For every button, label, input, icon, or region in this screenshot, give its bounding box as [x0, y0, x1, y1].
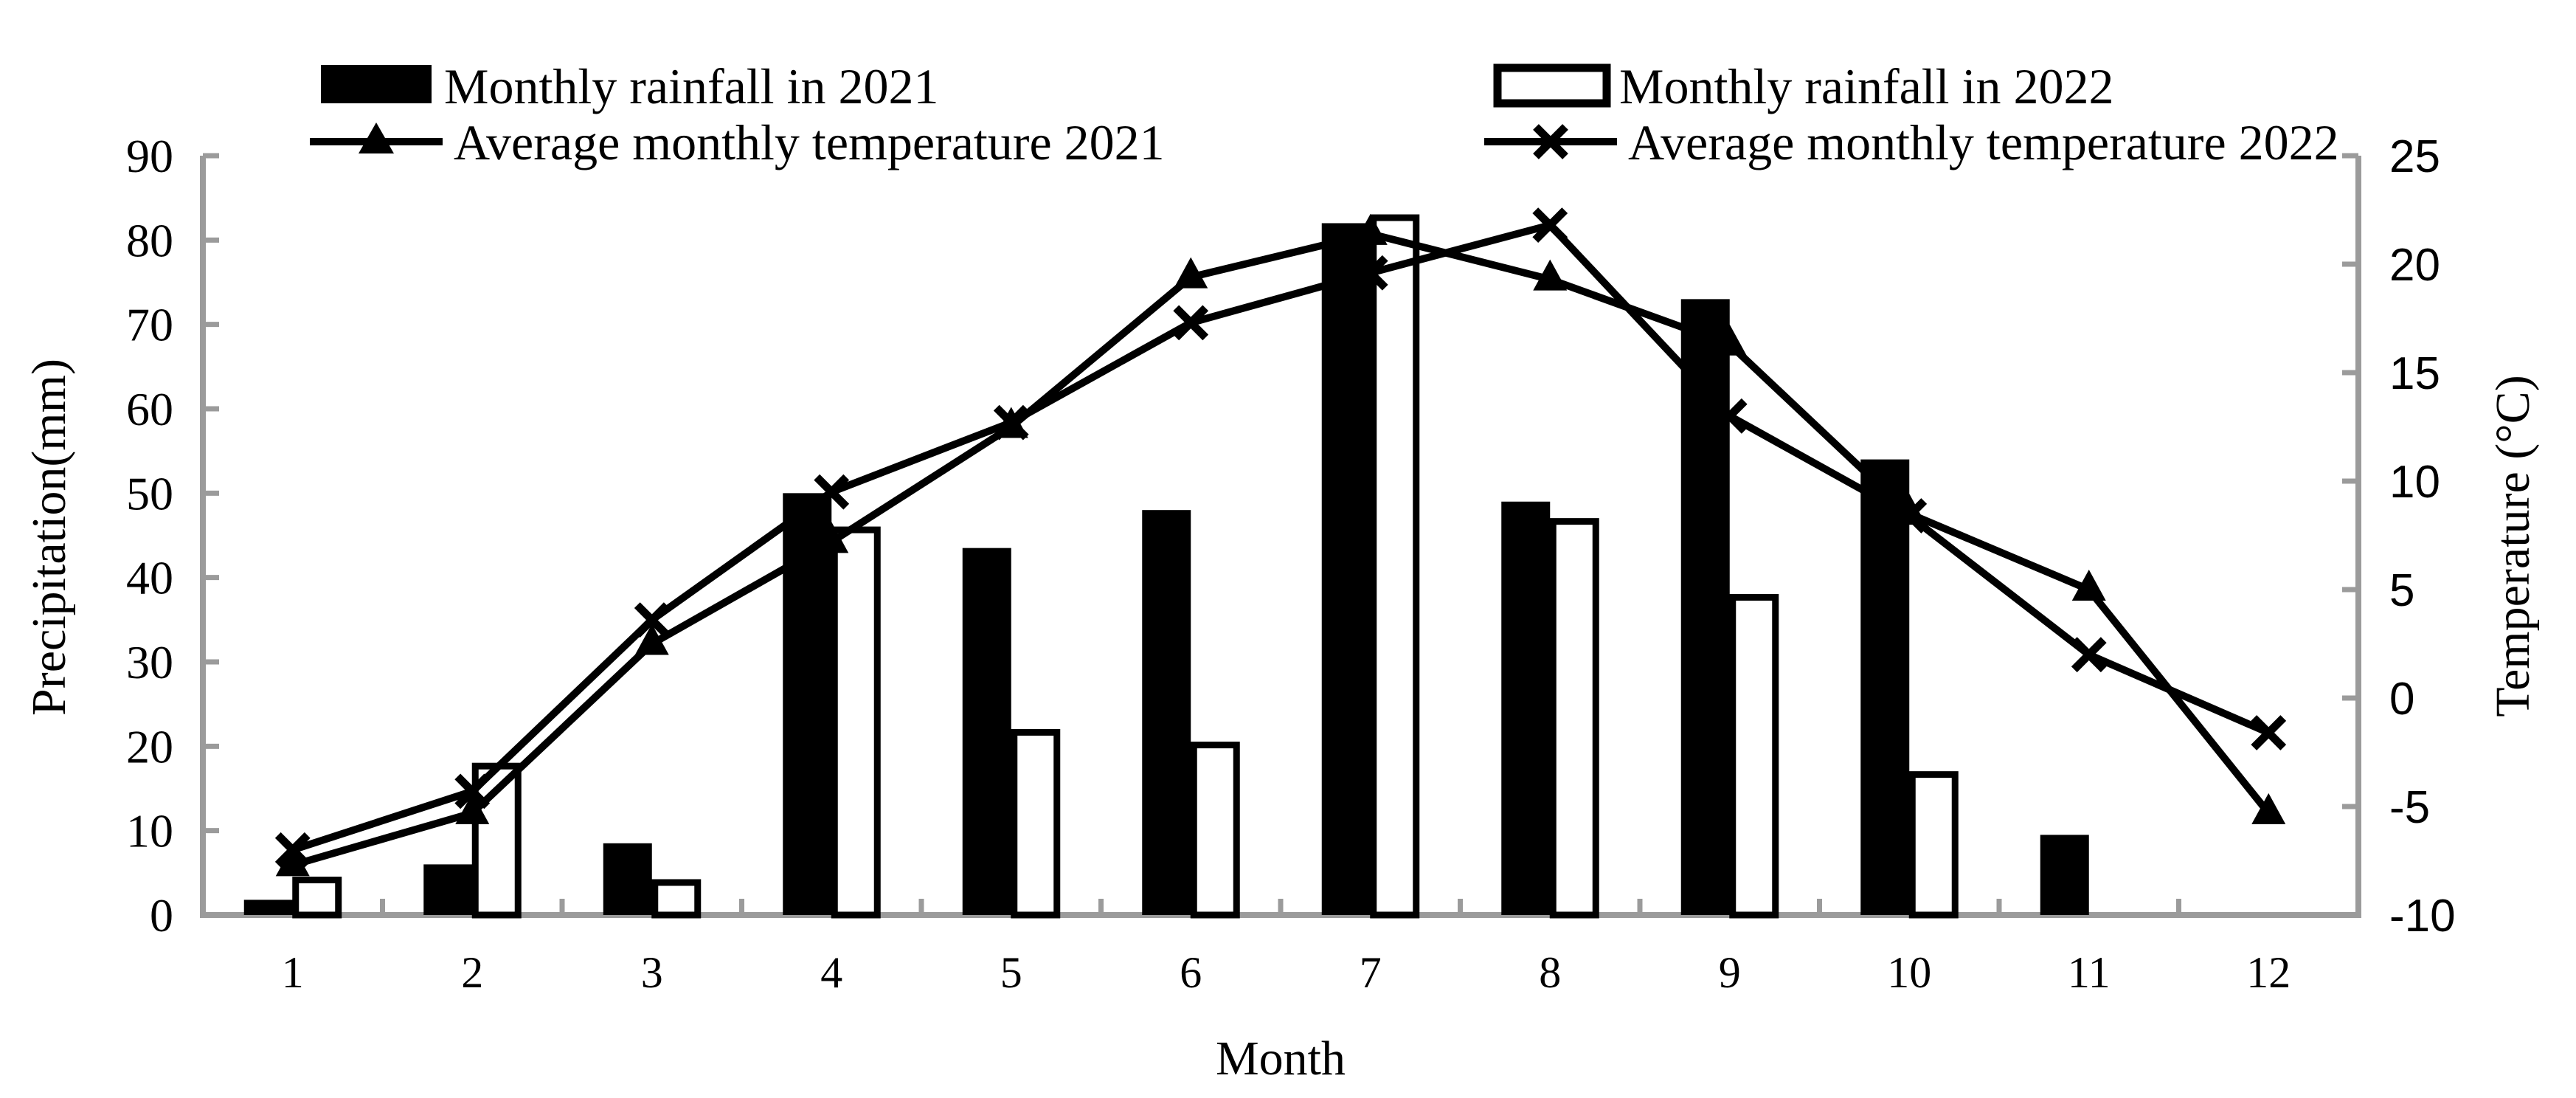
left-tick-label: 20 [126, 720, 173, 773]
bar-rainfall-2022-m4 [831, 526, 881, 919]
triangle-marker-m12 [2251, 793, 2286, 824]
outlined-bar-swatch [1493, 63, 1611, 108]
x-marker-m3 [634, 602, 670, 638]
bar-rainfall-2021-m3 [603, 843, 652, 915]
x-marker-m11 [2071, 637, 2107, 673]
right-tick-label: 25 [2389, 131, 2440, 182]
bar-rainfall-2021-m8 [1501, 501, 1551, 915]
bar-rainfall-2022-m3 [651, 879, 702, 919]
triangle-marker-m2 [455, 793, 490, 824]
right-tick-label: 15 [2389, 348, 2440, 399]
x-marker-m5 [993, 404, 1029, 441]
triangle-marker-m1 [275, 845, 310, 877]
bar-rainfall-2021-m6 [1142, 510, 1191, 915]
month-label: 5 [1000, 948, 1022, 997]
bar-rainfall-2022-m7 [1370, 214, 1420, 919]
bar-rainfall-2022-m6 [1190, 742, 1240, 919]
triangle-marker-m3 [634, 624, 669, 655]
month-label: 2 [461, 948, 483, 997]
temperature-line-2022 [291, 221, 2271, 854]
month-label: 11 [2068, 948, 2111, 997]
left-tick-label: 10 [126, 805, 173, 857]
bar-rainfall-2021-m9 [1680, 299, 1730, 915]
triangle-marker [359, 122, 394, 153]
x-marker-m7 [1352, 255, 1388, 291]
month-label: 4 [820, 948, 842, 997]
triangle-marker-m8 [1533, 259, 1568, 291]
legend-label-rainfall-2021: Monthly rainfall in 2021 [444, 58, 938, 114]
left-tick-label: 90 [126, 130, 173, 182]
month-label: 12 [2246, 948, 2291, 997]
left-tick-label: 70 [126, 299, 173, 351]
month-label: 3 [641, 948, 663, 997]
right-axis-title: Temperature (°C) [2486, 375, 2540, 717]
bar-rainfall-2021-m10 [1860, 459, 1910, 915]
month-label: 6 [1180, 948, 1202, 997]
left-tick-label: 80 [126, 214, 173, 266]
right-tick-label: -10 [2389, 891, 2456, 942]
filled-bar-swatch [321, 65, 432, 103]
right-tick-label: 5 [2389, 565, 2414, 616]
left-tick-label: 30 [126, 636, 173, 688]
triangle-marker-m9 [1712, 324, 1747, 356]
bar-rainfall-2021-m1 [243, 900, 293, 915]
right-tick-label: 0 [2389, 674, 2414, 725]
triangle-marker-m6 [1174, 257, 1208, 289]
month-label: 8 [1539, 948, 1561, 997]
bar-rainfall-2021-m11 [2040, 835, 2089, 915]
bar-rainfall-2021-m2 [423, 864, 473, 915]
month-label: 9 [1719, 948, 1741, 997]
bar-rainfall-2022-m5 [1011, 728, 1061, 919]
right-tick-label: -5 [2389, 782, 2430, 833]
x-marker-m4 [814, 474, 850, 510]
bar-series [243, 214, 2089, 919]
left-tick-label: 0 [150, 889, 173, 942]
x-marker-m12 [2251, 715, 2287, 750]
triangle-marker-m4 [814, 522, 849, 553]
x-marker-m9 [1711, 398, 1748, 434]
x-marker-m8 [1532, 207, 1568, 243]
legend-label-rainfall-2022: Monthly rainfall in 2022 [1619, 58, 2113, 114]
triangle-marker-m10 [1892, 494, 1927, 525]
legend-label-temperature-2022: Average monthly temperature 2022 [1628, 114, 2339, 170]
triangle-marker-m7 [1353, 213, 1388, 245]
bar-rainfall-2022-m10 [1908, 771, 1959, 919]
x-marker-m10 [1891, 498, 1928, 534]
legend-label-temperature-2021: Average monthly temperature 2021 [454, 114, 1165, 170]
axes [200, 153, 2361, 918]
right-tick-label: 20 [2389, 240, 2440, 291]
bar-rainfall-2022-m8 [1549, 518, 1599, 919]
bar-rainfall-2022-m1 [292, 877, 342, 919]
month-label: 10 [1887, 948, 1931, 997]
x-marker-m2 [454, 773, 491, 809]
month-label: 1 [282, 948, 304, 997]
x-marker-m1 [274, 832, 311, 868]
left-tick-label: 40 [126, 552, 173, 604]
bar-rainfall-2021-m5 [962, 548, 1011, 915]
left-tick-label: 50 [126, 467, 173, 519]
left-tick-label: 60 [126, 383, 173, 435]
chart-legend: Monthly rainfall in 2021 Monthly rainfal… [310, 58, 2339, 170]
triangle-marker-m11 [2071, 570, 2106, 601]
line-series [274, 207, 2287, 877]
x-marker-m6 [1173, 305, 1209, 341]
right-tick-label: 10 [2389, 457, 2440, 508]
month-label: 7 [1360, 948, 1382, 997]
x-axis-title: Month [1216, 1032, 1346, 1085]
bar-rainfall-2022-m9 [1729, 594, 1779, 919]
bar-rainfall-2021-m7 [1321, 223, 1371, 915]
temperature-line-2021 [291, 229, 2272, 869]
x-marker [1533, 124, 1568, 159]
left-axis-title: Precipitation(mm) [22, 359, 76, 716]
